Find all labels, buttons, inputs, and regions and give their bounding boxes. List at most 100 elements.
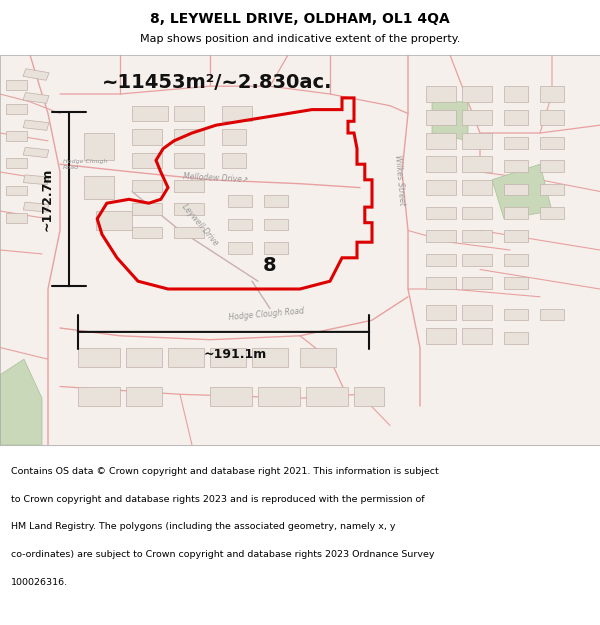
Polygon shape xyxy=(540,137,564,149)
Polygon shape xyxy=(174,106,204,121)
Polygon shape xyxy=(540,160,564,172)
Polygon shape xyxy=(462,156,492,172)
Text: HM Land Registry. The polygons (including the associated geometry, namely x, y: HM Land Registry. The polygons (includin… xyxy=(11,522,395,531)
Polygon shape xyxy=(426,328,456,344)
Polygon shape xyxy=(96,211,132,231)
Polygon shape xyxy=(23,202,49,212)
Polygon shape xyxy=(174,180,204,191)
Polygon shape xyxy=(132,180,162,191)
Polygon shape xyxy=(0,359,42,445)
Polygon shape xyxy=(23,148,49,158)
Polygon shape xyxy=(504,309,528,320)
Polygon shape xyxy=(354,386,384,406)
Text: co-ordinates) are subject to Crown copyright and database rights 2023 Ordnance S: co-ordinates) are subject to Crown copyr… xyxy=(11,550,434,559)
Polygon shape xyxy=(132,129,162,145)
Text: ~191.1m: ~191.1m xyxy=(204,348,267,361)
Polygon shape xyxy=(6,131,27,141)
Polygon shape xyxy=(132,152,162,168)
Polygon shape xyxy=(84,176,114,199)
Polygon shape xyxy=(462,254,492,266)
Polygon shape xyxy=(6,104,27,114)
Polygon shape xyxy=(492,164,552,219)
Text: to Crown copyright and database rights 2023 and is reproduced with the permissio: to Crown copyright and database rights 2… xyxy=(11,494,424,504)
Polygon shape xyxy=(540,109,564,125)
Polygon shape xyxy=(462,278,492,289)
Polygon shape xyxy=(23,69,49,80)
Polygon shape xyxy=(228,196,252,207)
Text: 100026316.: 100026316. xyxy=(11,578,68,587)
Polygon shape xyxy=(426,304,456,320)
Text: Leywell Drive: Leywell Drive xyxy=(180,202,220,248)
Polygon shape xyxy=(462,180,492,196)
Polygon shape xyxy=(78,348,120,367)
Polygon shape xyxy=(426,278,456,289)
Polygon shape xyxy=(6,158,27,168)
Polygon shape xyxy=(168,348,204,367)
Polygon shape xyxy=(504,207,528,219)
Text: Wilkes Street: Wilkes Street xyxy=(393,154,406,206)
Polygon shape xyxy=(23,120,49,131)
Polygon shape xyxy=(432,102,468,141)
Polygon shape xyxy=(264,196,288,207)
Polygon shape xyxy=(462,304,492,320)
Polygon shape xyxy=(228,242,252,254)
Polygon shape xyxy=(504,231,528,242)
Polygon shape xyxy=(462,86,492,102)
Text: 8: 8 xyxy=(263,256,277,275)
Polygon shape xyxy=(6,213,27,222)
Polygon shape xyxy=(6,186,27,196)
Polygon shape xyxy=(462,207,492,219)
Text: Hodge Clough
Road: Hodge Clough Road xyxy=(63,159,107,169)
Polygon shape xyxy=(426,231,456,242)
Polygon shape xyxy=(210,348,246,367)
Polygon shape xyxy=(462,133,492,149)
Polygon shape xyxy=(540,86,564,102)
Polygon shape xyxy=(222,129,246,145)
Polygon shape xyxy=(504,332,528,344)
Polygon shape xyxy=(126,348,162,367)
Polygon shape xyxy=(462,328,492,344)
Polygon shape xyxy=(264,219,288,231)
Polygon shape xyxy=(126,386,162,406)
Polygon shape xyxy=(6,81,27,90)
Polygon shape xyxy=(210,386,252,406)
Polygon shape xyxy=(504,184,528,196)
Polygon shape xyxy=(426,180,456,196)
Polygon shape xyxy=(252,348,288,367)
Text: 8, LEYWELL DRIVE, OLDHAM, OL1 4QA: 8, LEYWELL DRIVE, OLDHAM, OL1 4QA xyxy=(150,12,450,26)
Polygon shape xyxy=(132,106,168,121)
Text: Map shows position and indicative extent of the property.: Map shows position and indicative extent… xyxy=(140,34,460,44)
Text: Mellodew Drive↗: Mellodew Drive↗ xyxy=(183,172,248,184)
Polygon shape xyxy=(426,207,456,219)
Text: ~11453m²/~2.830ac.: ~11453m²/~2.830ac. xyxy=(102,72,332,91)
Polygon shape xyxy=(504,160,528,172)
Polygon shape xyxy=(222,106,252,121)
Polygon shape xyxy=(174,152,204,168)
Text: Contains OS data © Crown copyright and database right 2021. This information is : Contains OS data © Crown copyright and d… xyxy=(11,467,439,476)
Polygon shape xyxy=(540,309,564,320)
Polygon shape xyxy=(426,109,456,125)
Polygon shape xyxy=(300,348,336,367)
Polygon shape xyxy=(174,129,204,145)
Polygon shape xyxy=(264,242,288,254)
Polygon shape xyxy=(504,109,528,125)
Polygon shape xyxy=(23,92,49,103)
Polygon shape xyxy=(174,203,204,215)
Polygon shape xyxy=(306,386,348,406)
Polygon shape xyxy=(504,278,528,289)
Text: ~172.7m: ~172.7m xyxy=(41,168,54,231)
Polygon shape xyxy=(222,152,246,168)
Text: Hodge Clough Road: Hodge Clough Road xyxy=(228,307,304,322)
Polygon shape xyxy=(23,175,49,185)
Polygon shape xyxy=(84,133,114,160)
Polygon shape xyxy=(426,156,456,172)
Polygon shape xyxy=(426,86,456,102)
Polygon shape xyxy=(132,203,162,215)
Polygon shape xyxy=(540,207,564,219)
Polygon shape xyxy=(258,386,300,406)
Polygon shape xyxy=(504,86,528,102)
Polygon shape xyxy=(504,137,528,149)
Polygon shape xyxy=(426,133,456,149)
Polygon shape xyxy=(78,386,120,406)
Polygon shape xyxy=(540,184,564,196)
